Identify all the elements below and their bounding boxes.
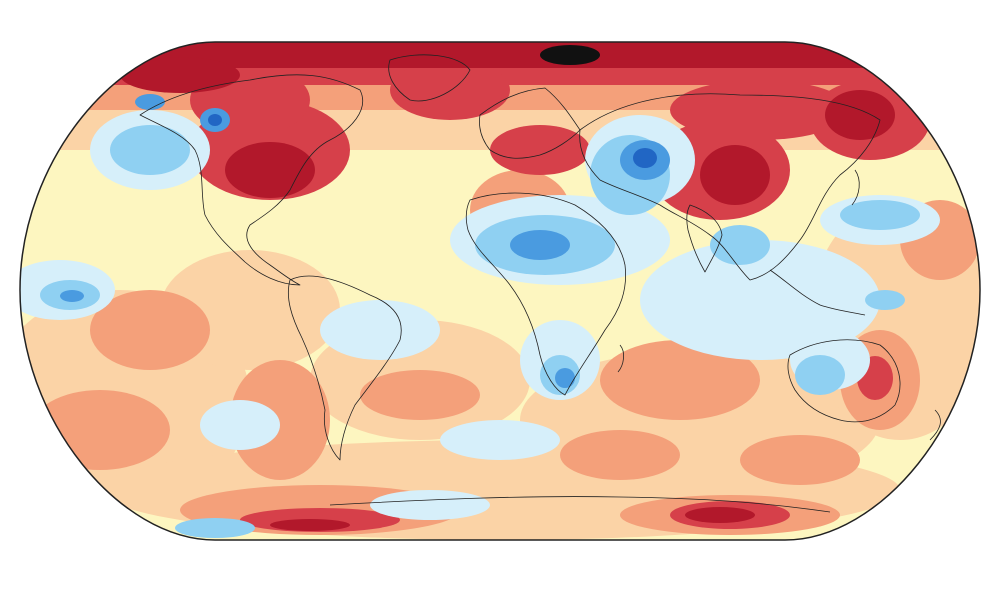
- greenland-outline: [388, 54, 471, 102]
- asia-outline: [579, 93, 881, 281]
- north-america-outline: [139, 74, 363, 286]
- europe-outline: [479, 87, 581, 159]
- new-zealand-outline: [929, 409, 941, 441]
- south-america-outline: [287, 275, 402, 461]
- australia-outline: [787, 339, 901, 423]
- map-frame: [19, 41, 981, 541]
- dark-blue-regions: [208, 114, 657, 168]
- deep-red-regions: [20, 42, 980, 531]
- country-borders: [139, 54, 941, 513]
- japan-outline: [851, 169, 860, 206]
- extreme-anomaly-spot: [540, 45, 600, 65]
- madagascar-outline: [617, 344, 624, 373]
- india-outline: [686, 204, 723, 273]
- antarctica-outline: [329, 496, 831, 513]
- africa-outline: [465, 192, 626, 396]
- southeast-asia-outline: [769, 269, 866, 316]
